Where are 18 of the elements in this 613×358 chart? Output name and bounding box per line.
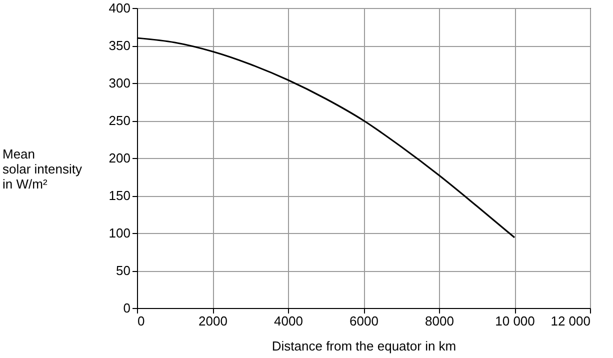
y-tick-label: 150 bbox=[108, 188, 130, 203]
y-tick-label: 50 bbox=[116, 263, 130, 278]
y-axis-title: Mean solar intensity in W/m² bbox=[2, 146, 82, 192]
y-tick-label: 100 bbox=[108, 226, 130, 240]
x-tick-label: 6000 bbox=[350, 314, 378, 328]
x-tick-label: 8000 bbox=[425, 314, 454, 328]
x-tick-label: 12 000 bbox=[550, 314, 590, 328]
x-tick-label: 10 000 bbox=[495, 314, 535, 328]
y-tick-label: 350 bbox=[108, 38, 130, 53]
x-tick-label: 4000 bbox=[274, 314, 303, 328]
y-tick-label: 300 bbox=[108, 76, 130, 90]
y-tick-label: 400 bbox=[108, 0, 130, 16]
x-tick-label: 0 bbox=[138, 314, 145, 328]
y-tick-label: 250 bbox=[108, 113, 130, 128]
x-tick-label: 2000 bbox=[198, 314, 228, 328]
y-tick-label: 0 bbox=[123, 300, 130, 316]
y-tick-label: 200 bbox=[108, 150, 130, 166]
x-axis-title: Distance from the equator in km bbox=[272, 338, 456, 354]
